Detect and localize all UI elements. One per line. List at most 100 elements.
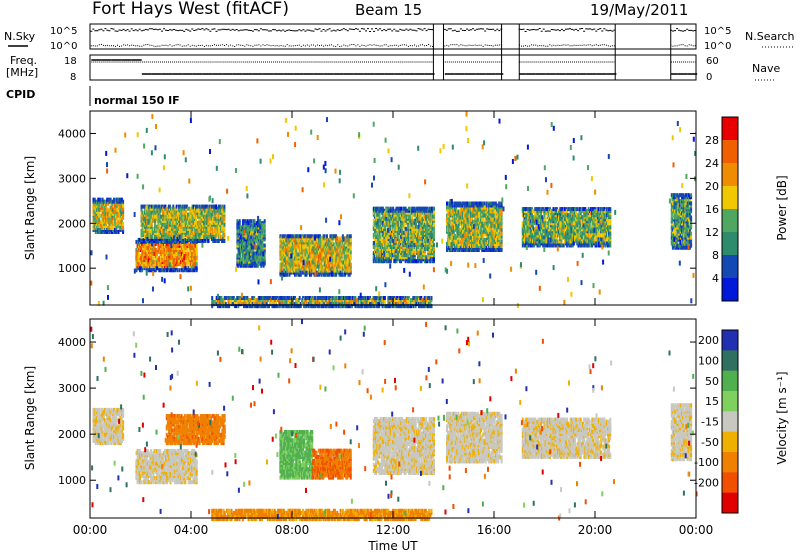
- data-cell: [247, 251, 250, 256]
- data-cell: [255, 231, 258, 236]
- data-cell: [109, 219, 112, 224]
- data-cell: [159, 220, 162, 225]
- data-cell: [178, 262, 181, 267]
- data-cell: [241, 253, 243, 258]
- data-cell: [433, 243, 435, 247]
- data-cell: [256, 235, 259, 240]
- data-cell: [120, 211, 123, 216]
- data-cell: [294, 242, 297, 247]
- data-cell: [310, 242, 313, 247]
- data-cell: [197, 208, 200, 213]
- data-cell: [258, 251, 260, 256]
- data-cell: [222, 216, 225, 221]
- data-cell: [298, 262, 301, 267]
- data-cell: [165, 226, 168, 231]
- data-cell: [158, 206, 161, 211]
- data-cell: [145, 248, 148, 252]
- data-cell: [244, 223, 247, 228]
- data-cell: [196, 222, 199, 227]
- data-cell: [97, 205, 100, 210]
- data-cell: [311, 242, 314, 247]
- data-cell: [290, 260, 293, 265]
- data-cell: [171, 212, 174, 217]
- data-cell: [319, 242, 322, 247]
- data-cell: [95, 205, 98, 210]
- data-cell: [210, 220, 213, 225]
- data-cell: [135, 268, 138, 273]
- data-cell: [98, 201, 101, 206]
- data-cell: [148, 206, 151, 211]
- data-cell: [216, 220, 219, 225]
- data-cell: [259, 255, 262, 260]
- data-cell: [262, 233, 265, 238]
- data-cell: [199, 226, 202, 231]
- data-cell: [260, 223, 263, 228]
- data-cell: [282, 252, 285, 257]
- data-cell: [316, 270, 319, 275]
- data-cell: [187, 266, 190, 271]
- data-cell: [155, 256, 158, 261]
- data-cell: [161, 216, 163, 221]
- data-cell: [162, 237, 165, 241]
- data-cell: [295, 238, 298, 243]
- data-cell: [279, 272, 282, 277]
- data-cell: [154, 248, 157, 252]
- data-cell: [221, 237, 224, 241]
- data-cell: [206, 220, 209, 225]
- data-cell: [119, 213, 122, 218]
- data-cell: [195, 245, 198, 250]
- data-cell: [303, 252, 306, 257]
- data-cell: [305, 236, 308, 241]
- data-cell: [162, 226, 165, 231]
- data-cell: [220, 216, 222, 221]
- data-cell: [176, 248, 179, 252]
- data-cell: [294, 248, 297, 253]
- data-cell: [206, 228, 209, 233]
- data-cell: [250, 235, 253, 240]
- data-cell: [166, 216, 169, 221]
- data-cell: [305, 270, 308, 275]
- data-cell: [166, 264, 169, 269]
- data-cell: [160, 248, 163, 252]
- data-cell: [106, 197, 109, 202]
- data-cell: [294, 234, 297, 239]
- data-cell: [159, 268, 162, 273]
- nsky-trace: [90, 28, 697, 32]
- freq-tick-low: 8: [70, 72, 76, 83]
- data-cell: [185, 218, 188, 223]
- noise-panel-frame: [89, 23, 697, 50]
- data-cell: [287, 264, 290, 269]
- data-cell: [237, 247, 240, 252]
- data-cell: [98, 215, 101, 220]
- nave-tick-low: 0: [706, 72, 712, 83]
- data-cell: [295, 258, 298, 263]
- data-cell: [316, 272, 319, 277]
- data-cell: [208, 208, 211, 213]
- data-cell: [188, 212, 191, 217]
- data-cell: [164, 237, 167, 241]
- data-cell: [174, 258, 177, 263]
- data-cell: [182, 204, 185, 209]
- nsearch-trace: [90, 44, 696, 47]
- data-cell: [158, 214, 161, 219]
- data-cell: [155, 206, 158, 211]
- data-cell: [251, 249, 254, 254]
- data-cell: [161, 243, 164, 248]
- data-cell: [192, 206, 195, 211]
- data-cell: [150, 248, 153, 252]
- data-cell: [482, 217, 485, 222]
- data-cell: [182, 234, 185, 239]
- data-cell: [252, 219, 255, 224]
- data-cell: [110, 215, 113, 220]
- data-cell: [244, 261, 247, 266]
- data-cell: [256, 241, 259, 246]
- data-cell: [184, 208, 187, 213]
- data-cell: [311, 268, 314, 273]
- data-cell: [207, 226, 210, 231]
- data-cell: [186, 264, 189, 269]
- data-cell: [253, 251, 256, 256]
- data-cell: [143, 210, 146, 215]
- data-cell: [246, 223, 249, 228]
- data-cell: [179, 241, 182, 246]
- data-cell: [212, 237, 215, 241]
